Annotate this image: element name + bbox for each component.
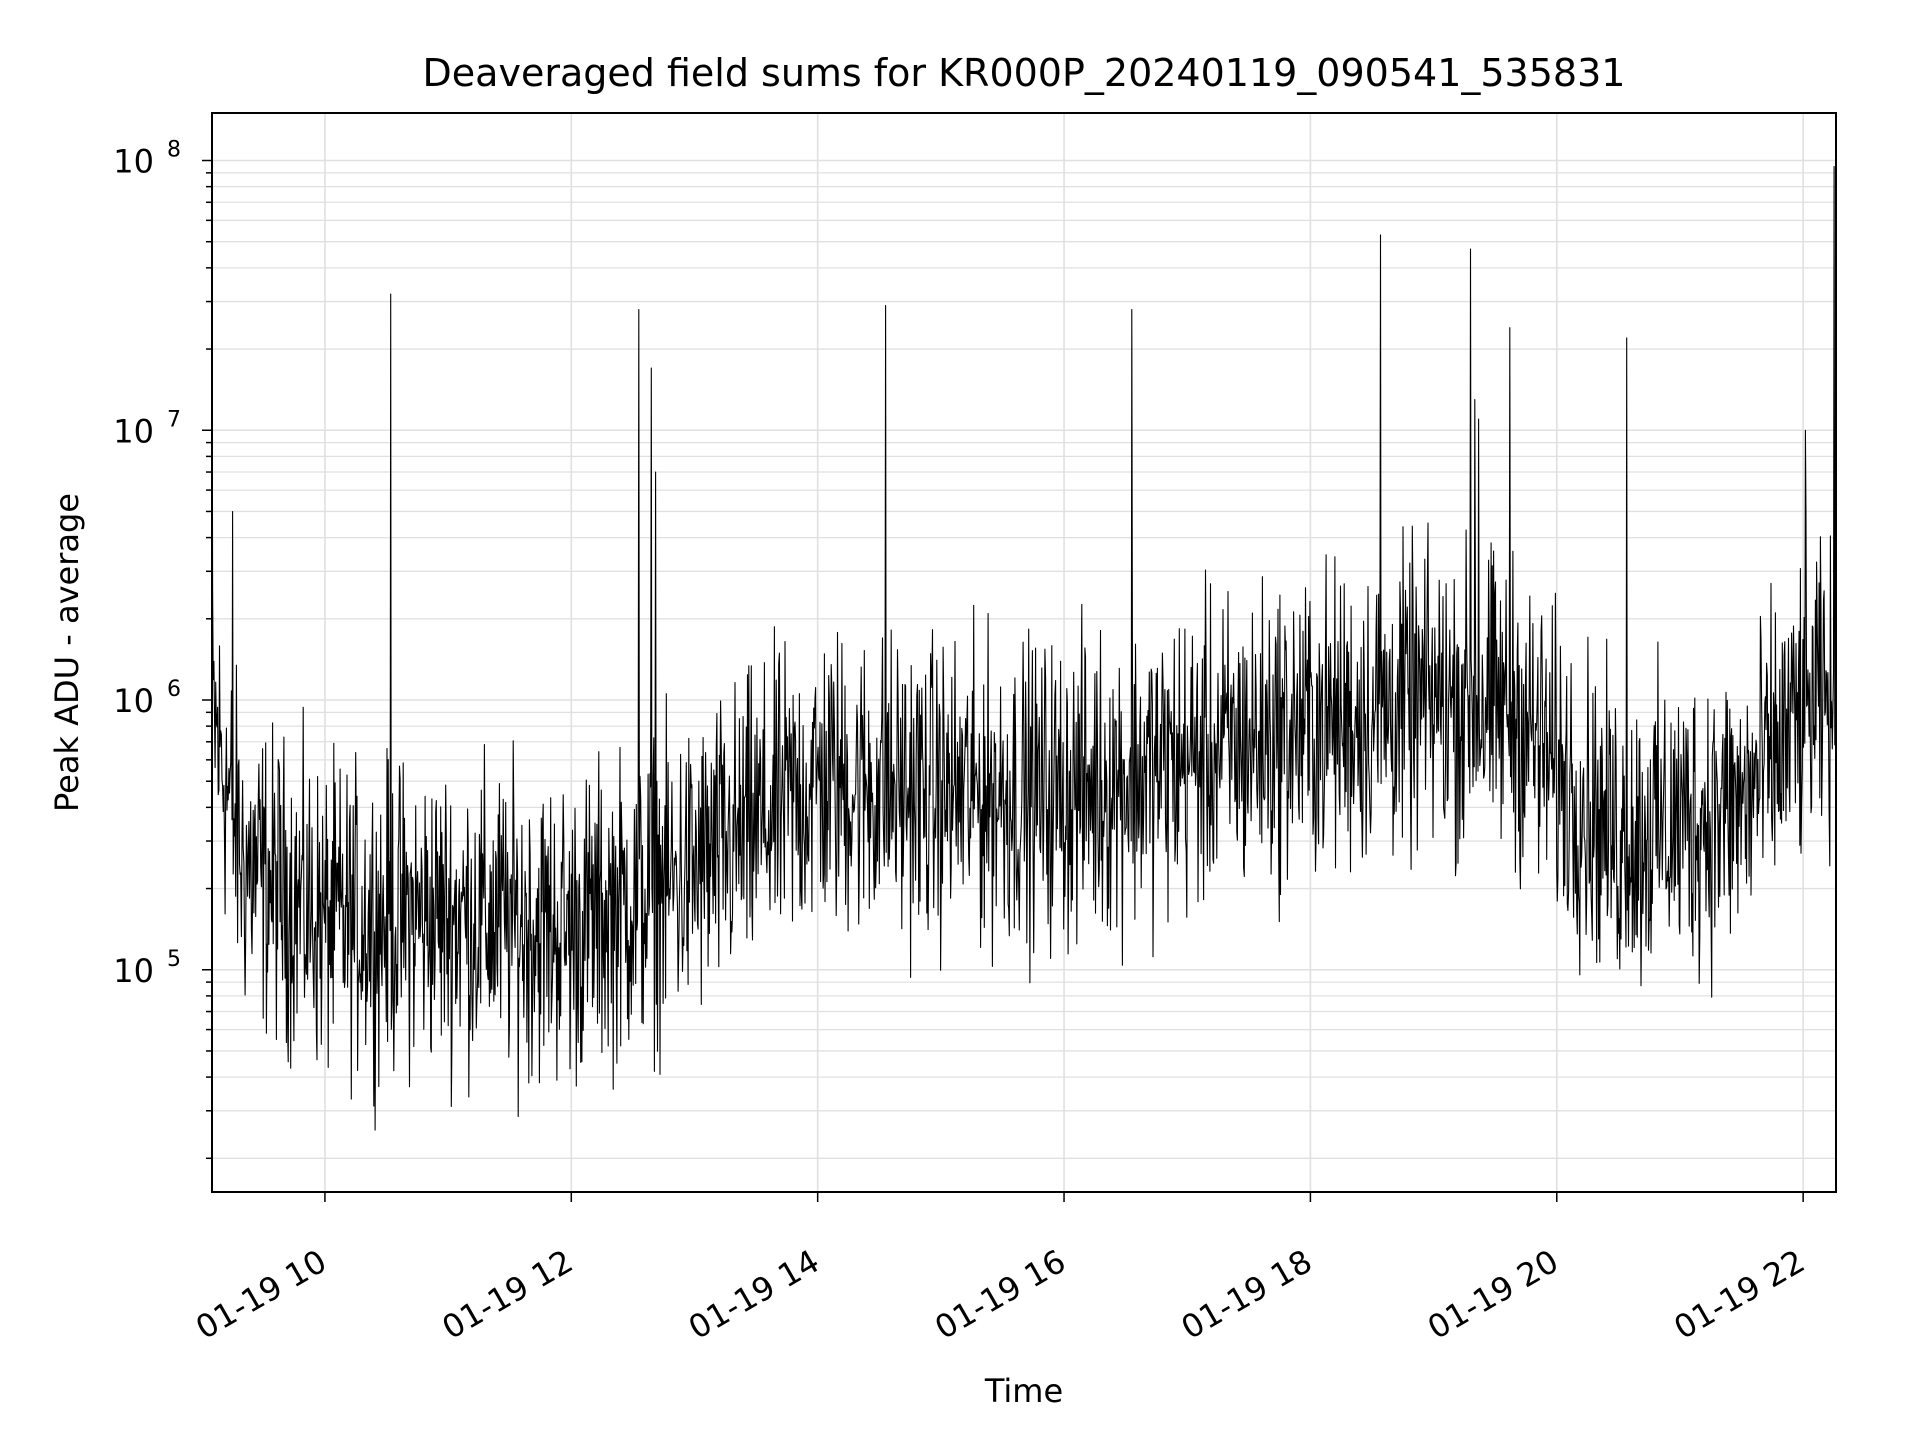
y-axis-label: Peak ADU - average — [48, 493, 86, 812]
y-tick-exponent: 5 — [167, 947, 181, 972]
y-tick-exponent: 6 — [167, 677, 181, 702]
y-tick-label: 10 — [113, 952, 154, 990]
y-tick-exponent: 7 — [167, 407, 181, 432]
y-tick-exponent: 8 — [167, 138, 181, 163]
y-tick-label: 10 — [113, 682, 154, 720]
plot-frame — [211, 112, 1837, 1193]
series-line — [211, 165, 1837, 1131]
y-tick-label: 10 — [113, 412, 154, 450]
plot-area — [211, 165, 1837, 1131]
y-tick-label: 10 — [113, 143, 154, 181]
x-axis-label: Time — [984, 1372, 1063, 1410]
chart-title: Deaveraged field sums for KR000P_2024011… — [423, 51, 1626, 95]
